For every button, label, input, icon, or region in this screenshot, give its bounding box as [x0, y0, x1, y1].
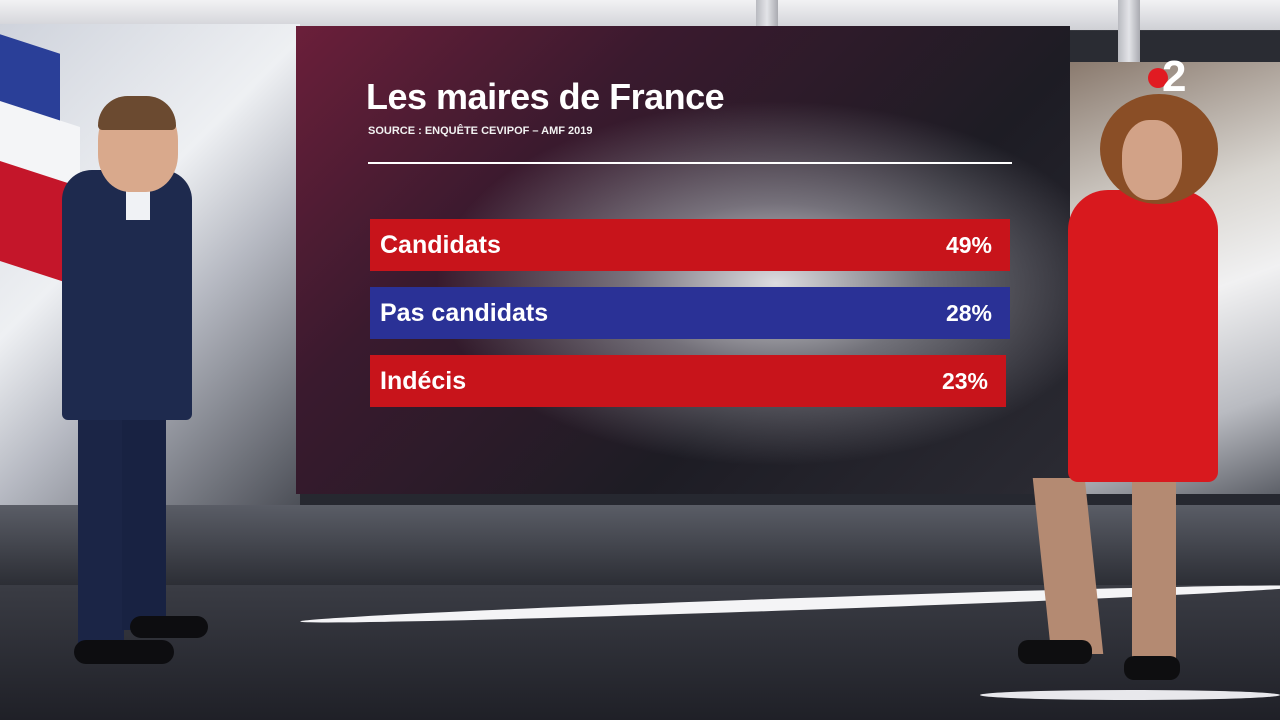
france-2-logo: 2	[1146, 52, 1206, 102]
logo-red-dot	[1148, 68, 1168, 88]
presenter-right-leg	[122, 415, 166, 630]
presenter-woman-shoe	[1018, 640, 1092, 664]
presenter-woman-leg	[1132, 478, 1176, 668]
presenter-woman-shoe	[1124, 656, 1180, 680]
presenter-man-shoe	[74, 640, 174, 664]
bar-2: Indécis 23%	[370, 355, 1006, 407]
bar-value-label: 23%	[941, 367, 988, 394]
presenter-left-leg	[78, 415, 124, 645]
bar-label: Candidats	[380, 230, 501, 259]
title-divider	[368, 162, 1012, 164]
graphic-title: Les maires de France	[366, 76, 725, 117]
presenter-woman-red-dress	[1068, 190, 1218, 482]
presenter-man-shoe	[130, 616, 208, 638]
bar-value-label: 49%	[945, 231, 992, 258]
logo-number: 2	[1162, 52, 1187, 101]
bar-1: Pas candidats 28%	[370, 287, 1010, 339]
bar-value-label: 28%	[945, 299, 992, 326]
floor-light-strip	[980, 690, 1280, 700]
graphic-source: SOURCE : ENQUÊTE CEVIPOF – AMF 2019	[368, 125, 593, 137]
presenter-woman-face	[1122, 120, 1182, 200]
bar-label: Indécis	[380, 366, 467, 395]
bar-label: Pas candidats	[380, 298, 549, 327]
bar-0: Candidats 49%	[370, 219, 1010, 271]
info-screen: Les maires de France SOURCE : ENQUÊTE CE…	[296, 26, 1070, 494]
presenter-man-hair	[98, 96, 176, 130]
ceiling-pillar	[1118, 0, 1140, 70]
